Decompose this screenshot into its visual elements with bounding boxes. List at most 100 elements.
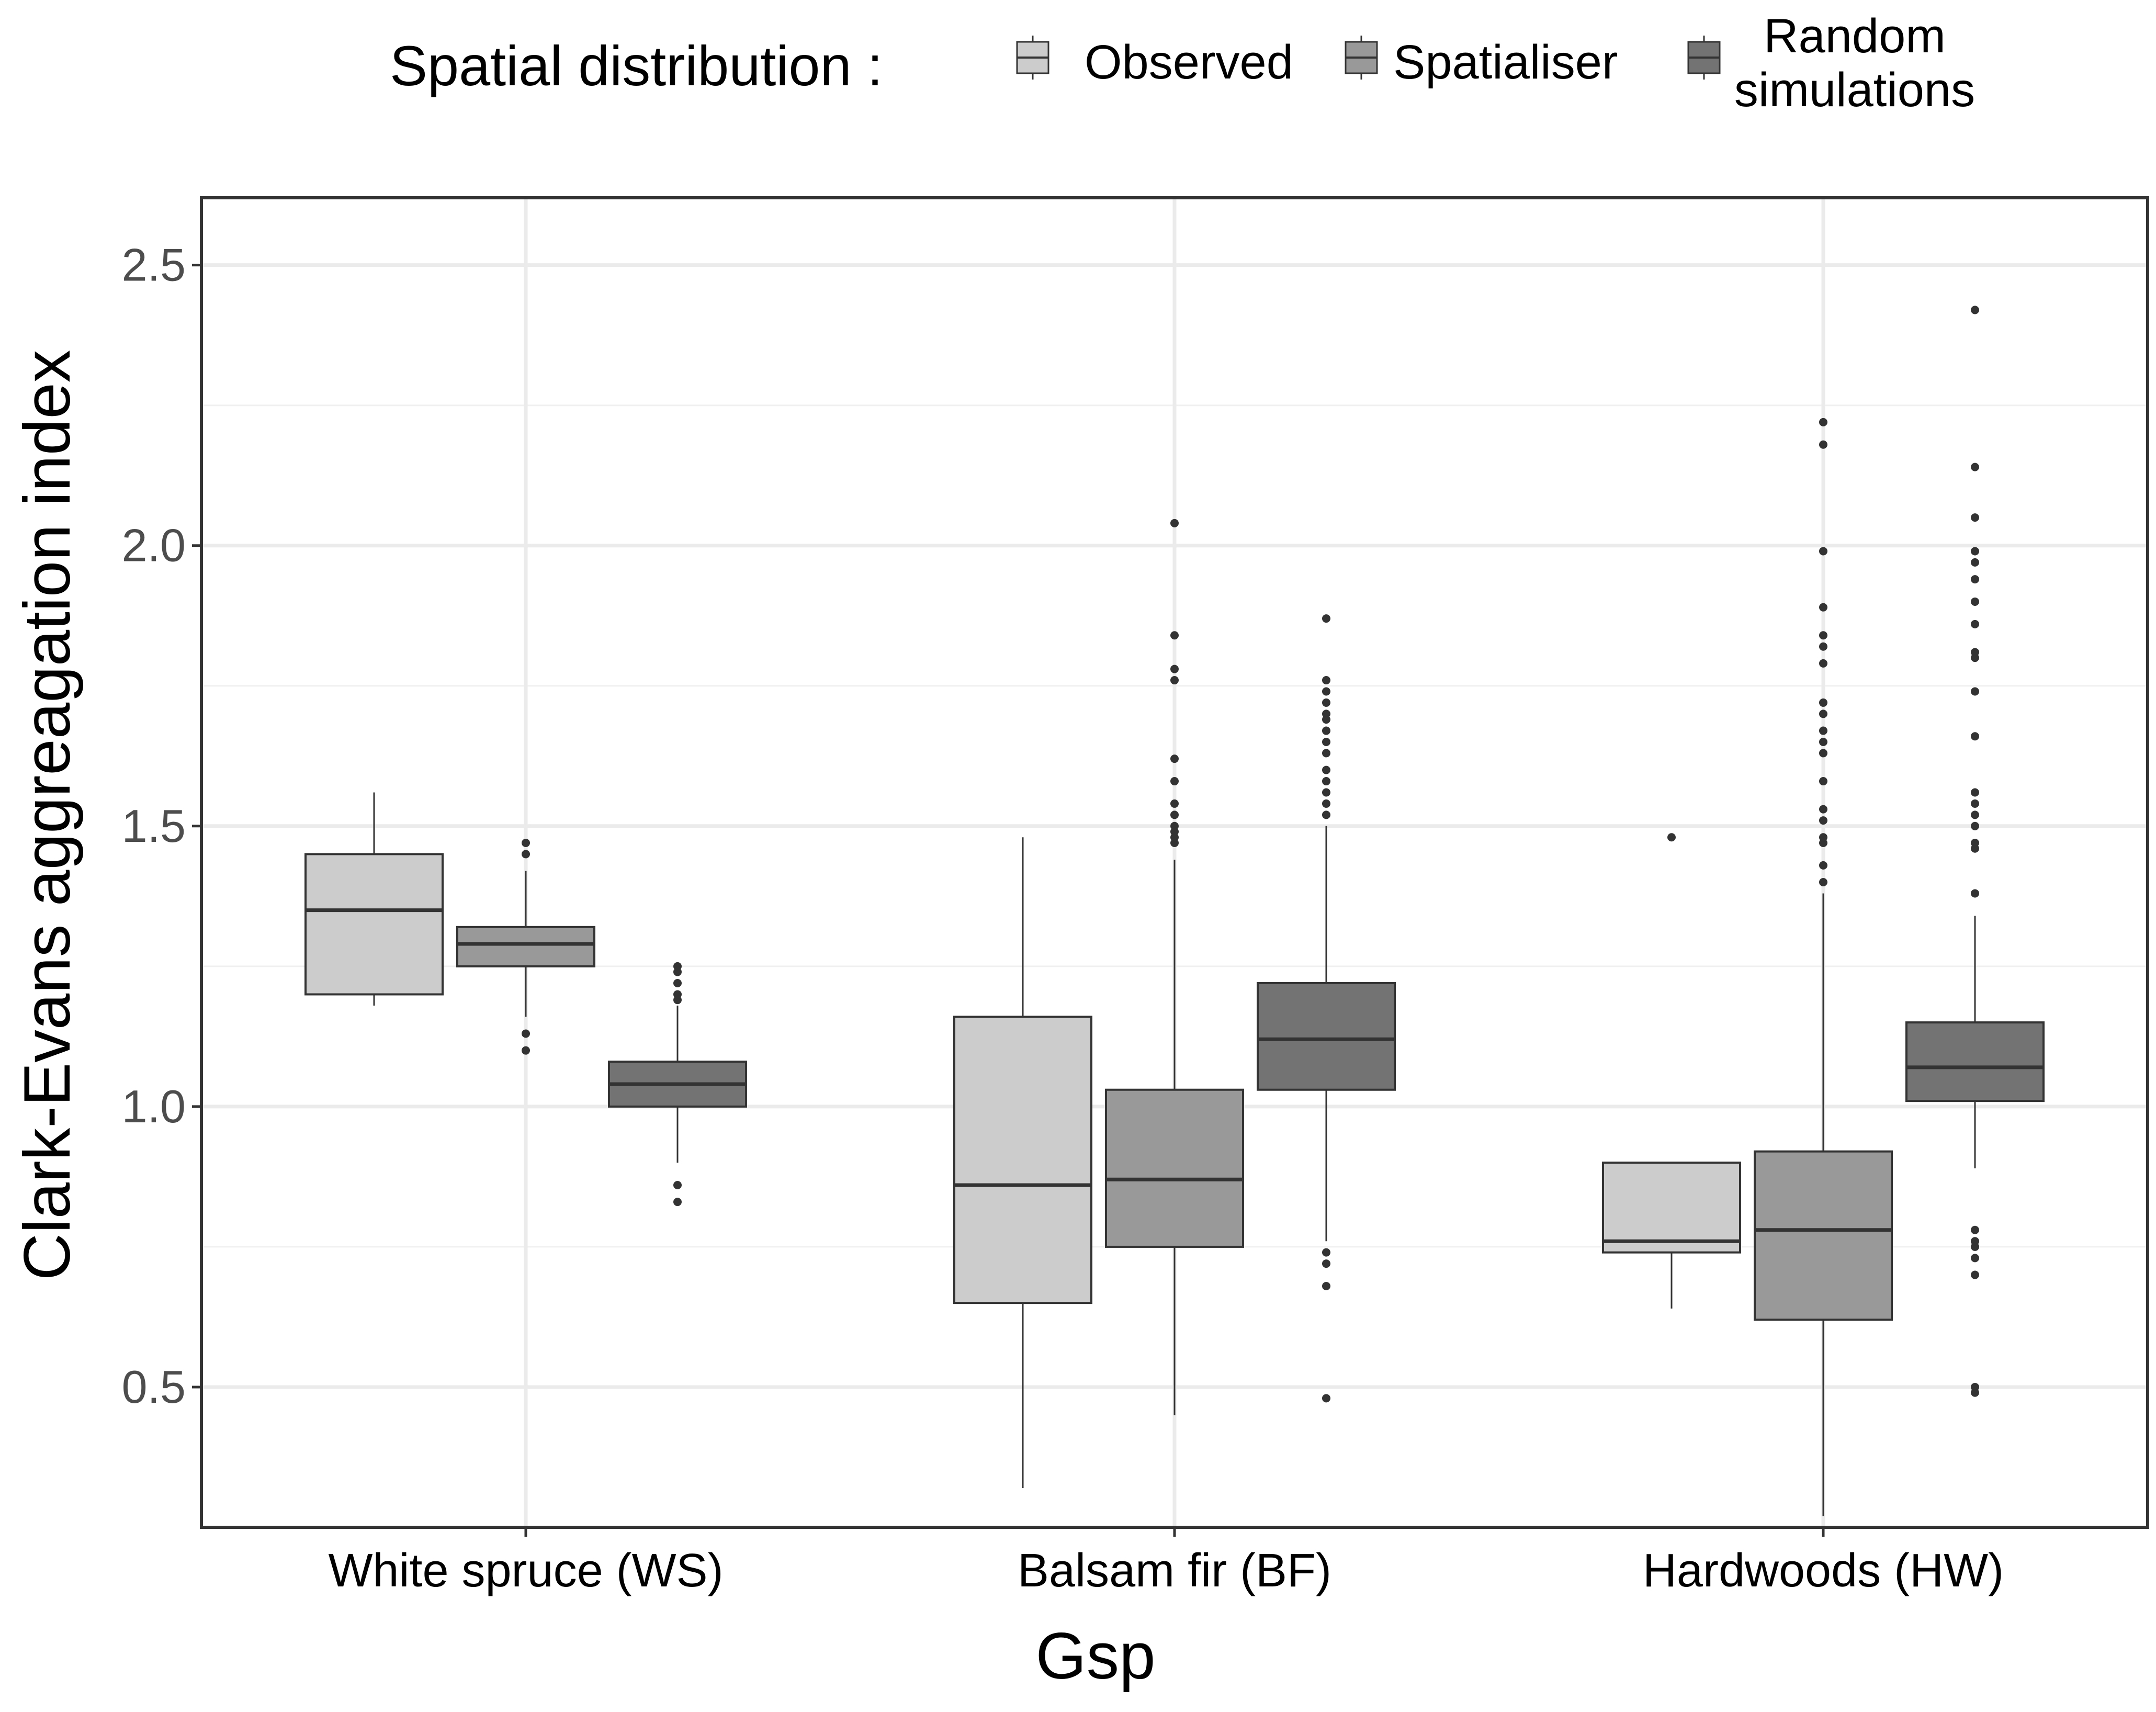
outlier-point	[1170, 821, 1179, 830]
box-group	[1257, 614, 1396, 1403]
outlier-point	[1819, 642, 1827, 651]
y-tick-label: 2.5	[122, 239, 186, 291]
outlier-point	[673, 990, 682, 999]
outlier-point	[1971, 788, 1979, 797]
outlier-point	[1971, 799, 1979, 808]
legend-label: simulations	[1734, 63, 1975, 117]
outlier-point	[1170, 676, 1179, 685]
outlier-point	[1819, 440, 1827, 449]
outlier-point	[1819, 777, 1827, 786]
box-group	[953, 837, 1092, 1488]
outlier-point	[1971, 597, 1979, 606]
outlier-point	[1170, 519, 1179, 527]
outlier-point	[1971, 1270, 1979, 1279]
outlier-point	[673, 962, 682, 971]
outlier-point	[1170, 754, 1179, 763]
outlier-point	[1322, 676, 1330, 685]
y-tick-label: 2.0	[122, 520, 186, 571]
outlier-point	[1819, 603, 1827, 612]
outlier-point	[1170, 664, 1179, 673]
outlier-point	[1971, 513, 1979, 522]
box-group	[1105, 519, 1244, 1415]
outlier-point	[1971, 838, 1979, 847]
outlier-point	[1322, 709, 1330, 718]
x-tick-label: White spruce (WS)	[328, 1545, 723, 1597]
outlier-point	[1819, 698, 1827, 707]
outlier-point	[1322, 765, 1330, 774]
outlier-point	[1819, 418, 1827, 426]
outlier-point	[522, 1029, 530, 1038]
outlier-point	[1819, 547, 1827, 556]
box-group	[1905, 306, 2045, 1397]
outlier-point	[1819, 816, 1827, 825]
outlier-point	[1322, 614, 1330, 623]
outlier-point	[1819, 861, 1827, 870]
outlier-point	[1667, 833, 1676, 842]
boxes	[304, 306, 2045, 1516]
outlier-point	[1322, 726, 1330, 735]
outlier-point	[1322, 777, 1330, 786]
box-group	[1602, 833, 1741, 1309]
legend-entry: Spatialiser	[1345, 36, 1618, 89]
outlier-point	[1819, 631, 1827, 640]
outlier-point	[673, 1198, 682, 1207]
outlier-point	[1819, 737, 1827, 746]
outlier-point	[1971, 821, 1979, 830]
outlier-point	[1170, 631, 1179, 640]
outlier-point	[1170, 799, 1179, 808]
outlier-point	[1971, 463, 1979, 471]
legend-title: Spatial distribution :	[390, 34, 883, 97]
outlier-point	[1819, 659, 1827, 668]
x-tick-label: Hardwoods (HW)	[1643, 1545, 2004, 1597]
outlier-point	[1971, 620, 1979, 628]
outlier-point	[1971, 889, 1979, 898]
y-tick-label: 0.5	[122, 1361, 186, 1413]
outlier-point	[522, 838, 530, 847]
box-iqr	[1602, 1162, 1741, 1254]
box-iqr	[1257, 982, 1396, 1091]
outlier-point	[1819, 726, 1827, 735]
x-axis-title: Gsp	[1035, 1620, 1155, 1693]
outlier-point	[1322, 1394, 1330, 1403]
outlier-point	[1971, 1254, 1979, 1263]
outlier-point	[1322, 698, 1330, 707]
x-tick-label: Balsam fir (BF)	[1018, 1545, 1331, 1597]
outlier-point	[1971, 306, 1979, 314]
outlier-point	[1819, 878, 1827, 887]
outlier-point	[1819, 709, 1827, 718]
outlier-point	[522, 850, 530, 859]
outlier-point	[1170, 810, 1179, 819]
outlier-point	[1170, 777, 1179, 786]
box-iqr	[1905, 1021, 2045, 1102]
outlier-point	[1971, 687, 1979, 696]
legend-label: Spatialiser	[1393, 36, 1618, 89]
outlier-point	[1322, 687, 1330, 696]
legend-label: Observed	[1085, 36, 1293, 89]
outlier-point	[1971, 1225, 1979, 1234]
outlier-point	[1971, 1382, 1979, 1391]
outlier-point	[1322, 1248, 1330, 1257]
y-axis-title: Clark-Evans aggreagation index	[11, 350, 84, 1281]
box-group	[456, 838, 595, 1055]
outlier-point	[1971, 648, 1979, 657]
outlier-point	[1971, 810, 1979, 819]
outlier-point	[1819, 749, 1827, 758]
outlier-point	[1819, 833, 1827, 842]
outlier-point	[673, 1180, 682, 1189]
outlier-point	[1322, 799, 1330, 808]
box-group	[608, 962, 747, 1207]
outlier-point	[1322, 737, 1330, 746]
box-iqr	[304, 853, 444, 996]
legend-label: Random	[1764, 9, 1946, 63]
y-tick-label: 1.5	[122, 800, 186, 852]
outlier-point	[1971, 732, 1979, 741]
legend-entry: Observed	[1016, 36, 1293, 89]
outlier-point	[673, 979, 682, 988]
box-group	[1754, 418, 1893, 1516]
box-group	[304, 792, 444, 1006]
outlier-point	[1971, 558, 1979, 567]
outlier-point	[1971, 547, 1979, 556]
outlier-point	[1322, 1281, 1330, 1290]
